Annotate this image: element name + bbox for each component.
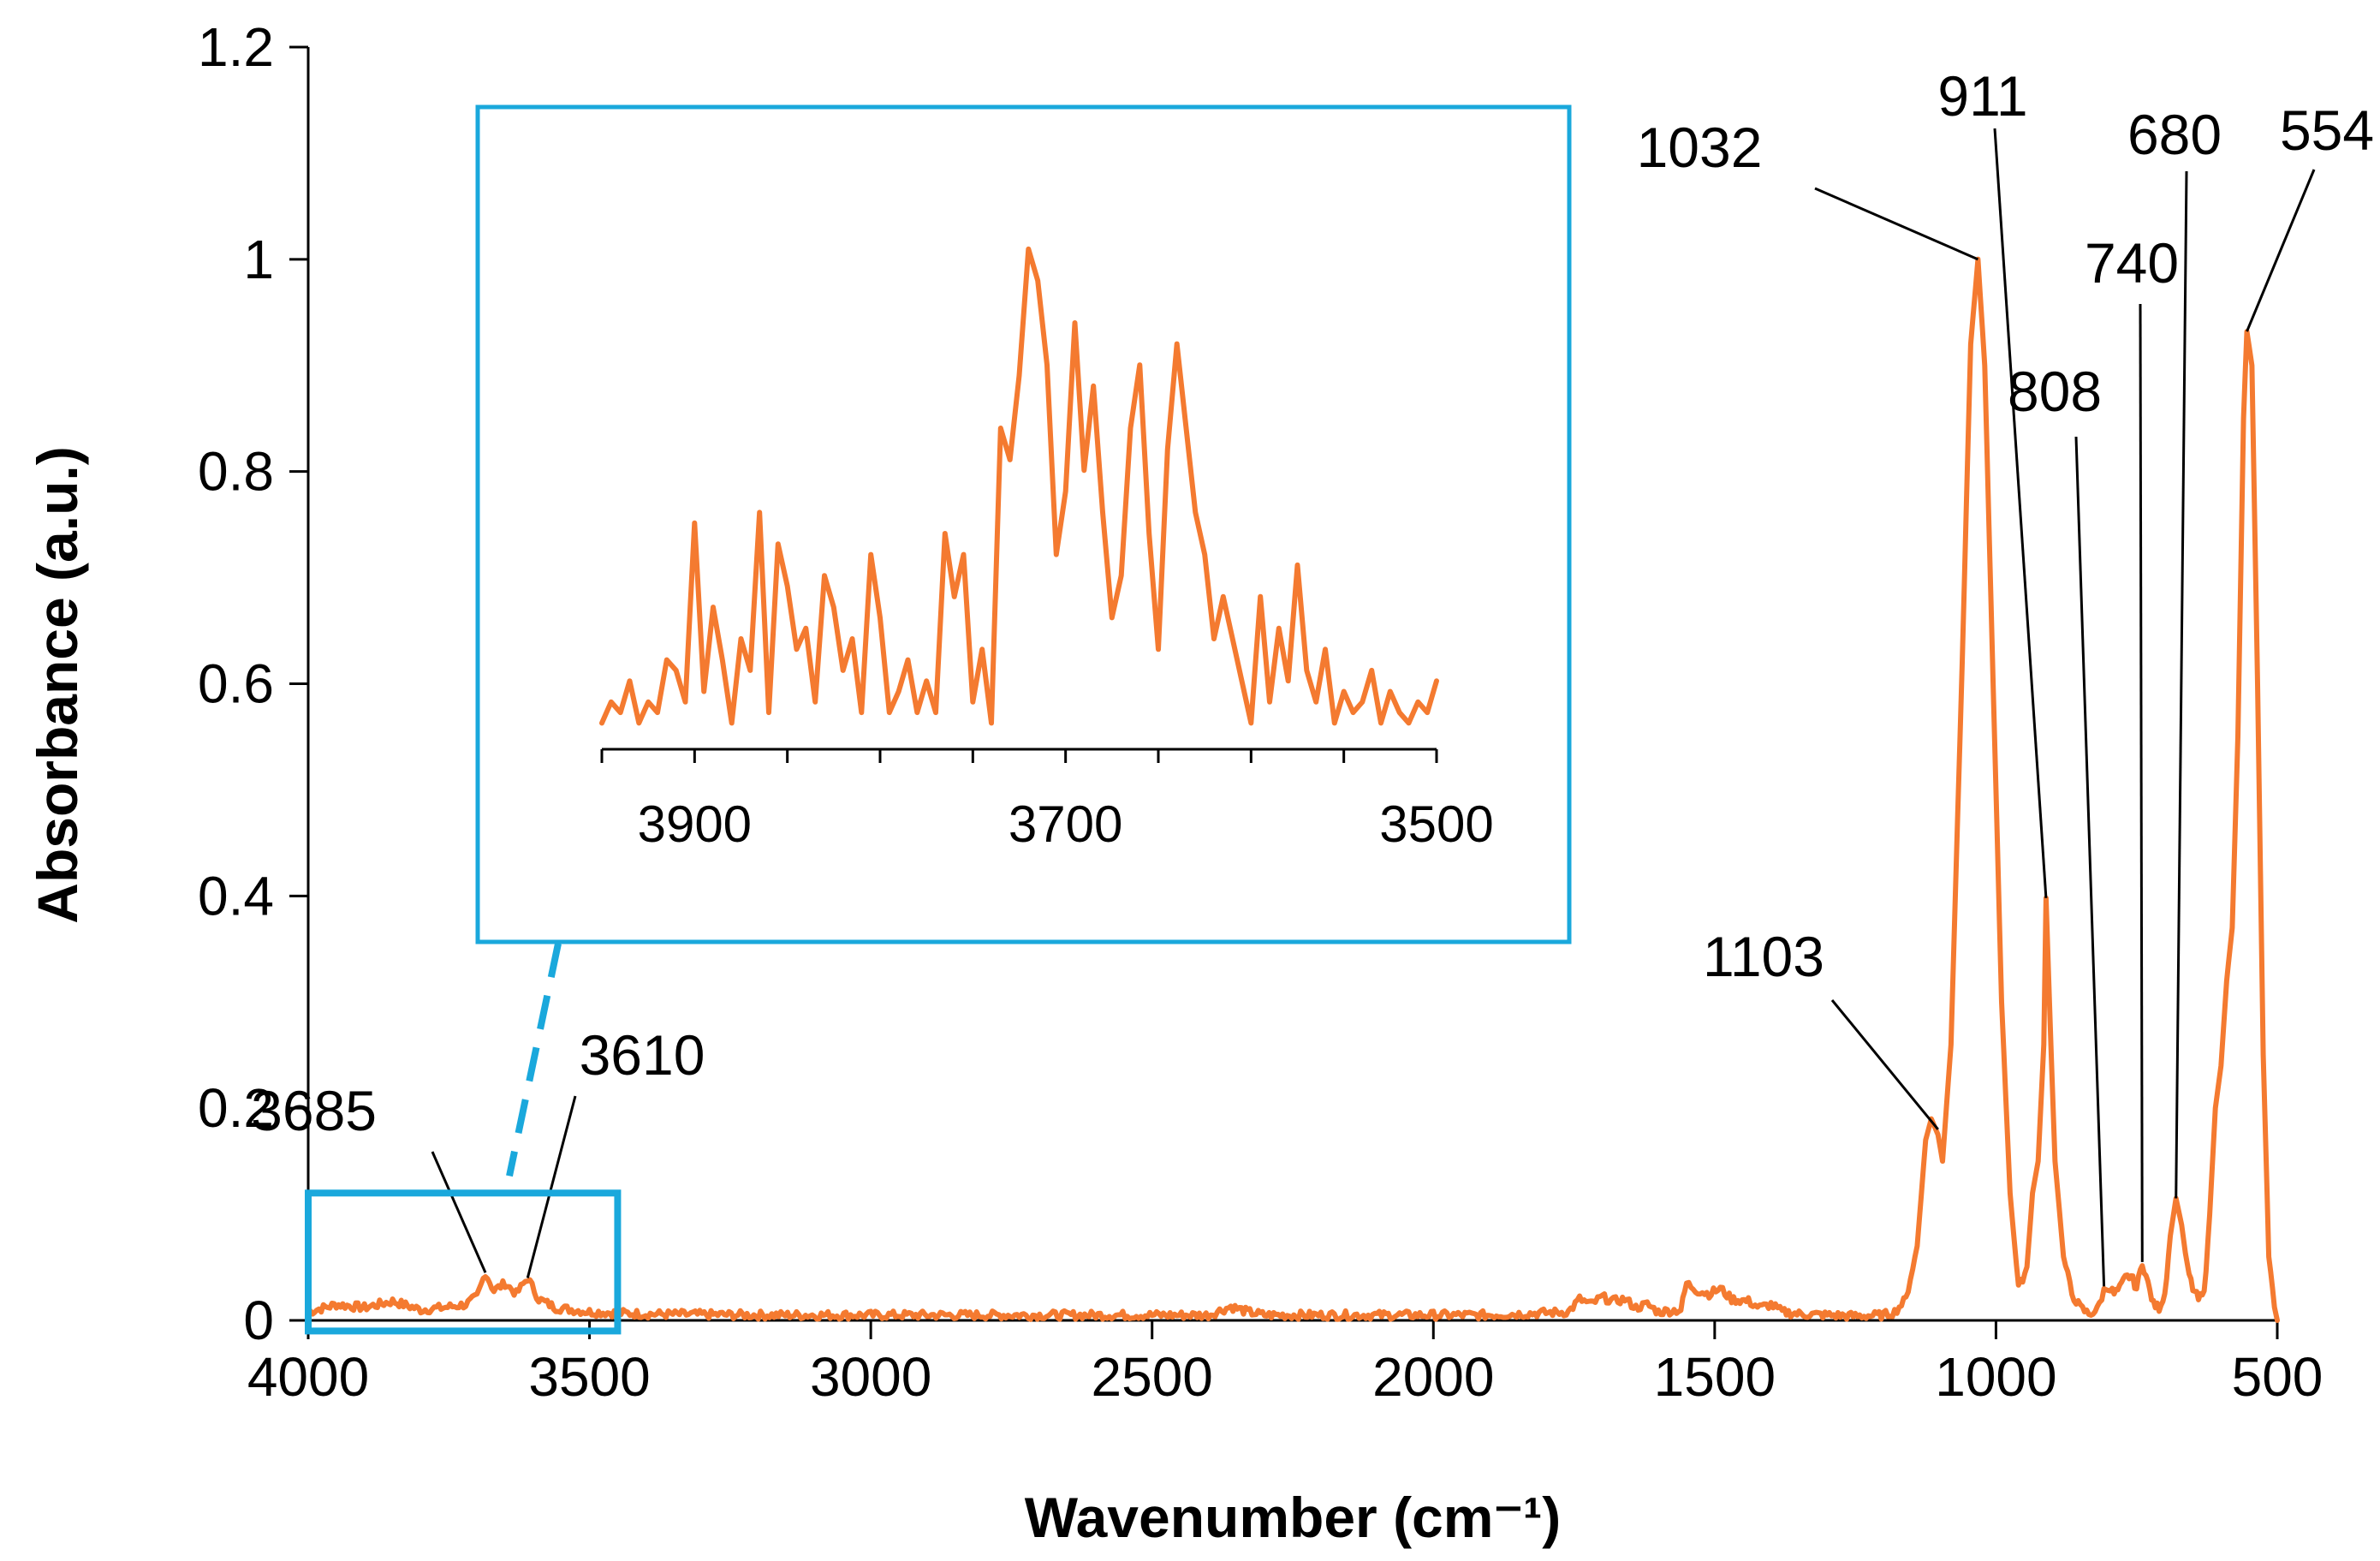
y-axis-title: Absorbance (a.u.) bbox=[26, 446, 89, 923]
absorbance-series-line bbox=[306, 256, 2280, 1323]
y-ticks: 0 0.2 0.4 0.6 0.8 1 1.2 bbox=[198, 16, 308, 1351]
peak-leader-line bbox=[2074, 436, 2106, 1287]
y-tick-label: 0.2 bbox=[198, 1077, 274, 1139]
peak-leader-line bbox=[526, 1095, 577, 1278]
x-tick-label: 1500 bbox=[1654, 1346, 1776, 1408]
peak-label: 808 bbox=[2008, 360, 2102, 423]
x-tick-label: 500 bbox=[2232, 1346, 2323, 1408]
peak-leader-line bbox=[1830, 999, 1939, 1130]
x-tick-label: 4000 bbox=[247, 1346, 369, 1408]
y-tick-label: 1 bbox=[243, 229, 274, 290]
y-tick-label: 1.2 bbox=[198, 16, 274, 78]
y-tick-label: 0.4 bbox=[198, 865, 274, 926]
axes: 0 0.2 0.4 0.6 0.8 1 1.2 4000 3500 3000 2500 2000 15… bbox=[198, 16, 2323, 1408]
inset-tick-label: 3900 bbox=[638, 795, 752, 853]
peak-label: 740 bbox=[2085, 231, 2179, 295]
x-axis-title: Wavenumber (cm⁻¹) bbox=[1025, 1486, 1561, 1549]
inset-tick-label: 3700 bbox=[1009, 795, 1122, 853]
y-tick-label: 0.8 bbox=[198, 441, 274, 503]
peak-leader-line bbox=[1993, 128, 2048, 898]
inset-frame bbox=[475, 104, 1572, 944]
x-tick-label: 3000 bbox=[810, 1346, 931, 1408]
peak-leader-line bbox=[1814, 187, 1978, 261]
y-tick-label: 0 bbox=[243, 1290, 274, 1351]
peak-label: 1103 bbox=[1703, 925, 1824, 988]
peak-label: 680 bbox=[2127, 103, 2222, 166]
inset-connector-line bbox=[506, 943, 562, 1177]
y-tick-label: 0.6 bbox=[198, 653, 274, 715]
peak-leader-line bbox=[431, 1151, 487, 1273]
peak-leader-line bbox=[2246, 169, 2316, 332]
peak-leader-lines bbox=[431, 128, 2316, 1287]
peak-label: 911 bbox=[1937, 64, 2027, 128]
peak-label: 3610 bbox=[580, 1023, 705, 1087]
x-tick-label: 3500 bbox=[528, 1346, 650, 1408]
peak-labels: 3685 3610 1103 1032 911 808 740 680 554 bbox=[251, 64, 2374, 1142]
x-tick-label: 2500 bbox=[1092, 1346, 1213, 1408]
inset-zoom-box bbox=[305, 1189, 622, 1335]
inset-panel: 3900 3700 3500 bbox=[475, 104, 1572, 944]
peak-leader-line bbox=[2139, 303, 2144, 1262]
inset-series-line bbox=[599, 246, 1439, 726]
peak-label: 554 bbox=[2280, 98, 2374, 162]
inset-x-ticks: 3900 3700 3500 bbox=[600, 749, 1494, 853]
peak-label: 3685 bbox=[251, 1079, 377, 1142]
peak-label: 1032 bbox=[1637, 116, 1763, 179]
x-tick-label: 1000 bbox=[1935, 1346, 2056, 1408]
peak-leader-line bbox=[2175, 170, 2188, 1199]
inset-tick-label: 3500 bbox=[1379, 795, 1493, 853]
x-tick-label: 2000 bbox=[1372, 1346, 1494, 1408]
x-ticks: 4000 3500 3000 2500 2000 1500 1000 500 bbox=[247, 1320, 2323, 1408]
